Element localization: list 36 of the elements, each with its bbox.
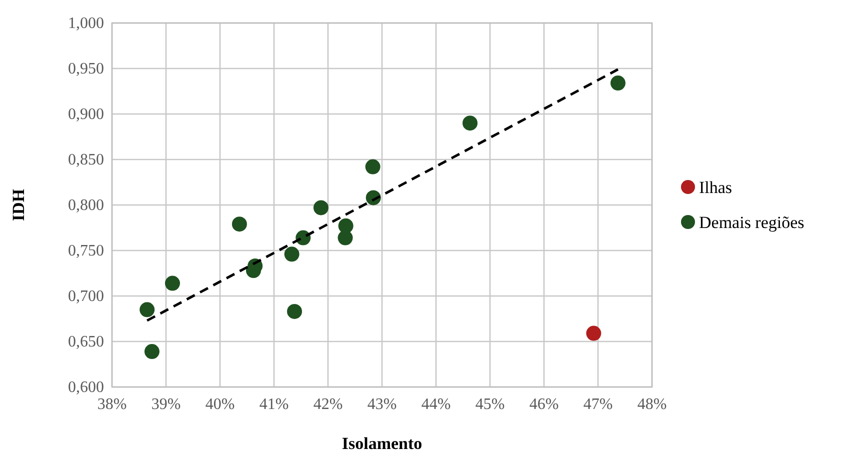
point	[284, 246, 300, 262]
x-tick-label: 42%	[313, 396, 343, 413]
point	[140, 302, 155, 318]
x-tick-label: 40%	[205, 396, 235, 413]
y-tick-label: 0,900	[68, 106, 104, 123]
y-tick-label: 0,700	[68, 288, 104, 305]
x-tick-label: 43%	[367, 396, 397, 413]
point	[462, 116, 478, 131]
point	[338, 230, 353, 246]
y-tick-label: 1,000	[68, 15, 104, 32]
x-tick-label: 38%	[97, 396, 127, 413]
y-tick-label: 0,800	[68, 197, 104, 214]
point	[365, 159, 380, 174]
y-tick-label: 0,600	[68, 379, 104, 396]
point	[164, 276, 180, 291]
y-tick-label: 0,750	[68, 242, 104, 260]
legend-label: Demais regiões	[699, 213, 804, 232]
x-axis-title: Isolamento	[342, 434, 422, 453]
point	[144, 344, 160, 360]
x-tick-label: 41%	[259, 396, 289, 413]
x-tick-label: 47%	[583, 396, 613, 413]
x-tick-label: 44%	[421, 396, 451, 413]
x-tick-label: 48%	[637, 396, 667, 413]
y-axis-title: IDH	[9, 188, 28, 222]
y-tick-label: 0,850	[68, 152, 104, 168]
point	[287, 304, 302, 319]
x-tick-label: 46%	[529, 396, 559, 413]
y-tick-label: 0,650	[68, 334, 104, 350]
x-tick-label: 39%	[151, 396, 181, 413]
legend-label: Ilhas	[699, 178, 732, 197]
point	[610, 76, 626, 91]
y-tick-label: 0,950	[68, 60, 104, 78]
point	[313, 200, 328, 216]
x-tick-label: 45%	[475, 396, 505, 413]
point	[232, 216, 247, 232]
point	[586, 326, 602, 341]
